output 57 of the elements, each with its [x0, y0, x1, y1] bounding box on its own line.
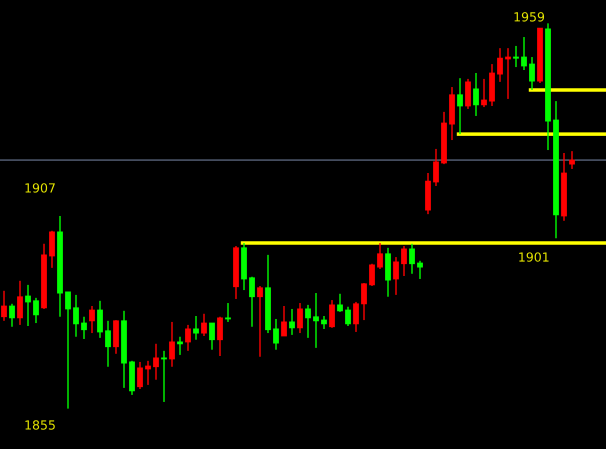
- candlestick: [297, 302, 303, 334]
- candlestick: [409, 243, 415, 274]
- candlestick: [161, 350, 167, 403]
- candlestick: [377, 242, 383, 270]
- candlestick: [289, 308, 295, 336]
- candlestick: [105, 320, 111, 368]
- candlestick: [313, 292, 319, 349]
- candlestick: [81, 316, 87, 340]
- candlestick: [185, 324, 191, 352]
- annotation: 1855: [25, 420, 55, 430]
- candlestick: [481, 78, 487, 108]
- candlestick: [9, 303, 15, 328]
- candlestick: [473, 72, 479, 117]
- candlestick: [457, 77, 463, 135]
- candlestick: [433, 148, 439, 187]
- candlestick: [17, 280, 23, 326]
- candlestick: [33, 297, 39, 324]
- candlestick: [369, 263, 375, 287]
- candlestick: [137, 361, 143, 390]
- candlestick: [209, 322, 215, 350]
- candlestick: [249, 276, 255, 328]
- annotation: 1907: [25, 183, 55, 193]
- candlestick: [305, 304, 311, 339]
- candlestick: [521, 36, 527, 71]
- candlestick: [513, 45, 519, 68]
- candlestick: [273, 318, 279, 350]
- candlestick: [73, 294, 79, 338]
- candlestick: [337, 293, 343, 313]
- candlestick: [497, 47, 503, 83]
- candlestick: [257, 285, 263, 358]
- candlestick: [345, 306, 351, 327]
- candlestick: [97, 300, 103, 339]
- candlestick: [1, 290, 7, 322]
- annotation: 1901: [519, 252, 549, 262]
- candlestick: [505, 47, 511, 100]
- candlestick: [393, 256, 399, 296]
- candlestick: [225, 302, 231, 323]
- candlestick: [177, 336, 183, 356]
- candlestick: [361, 282, 367, 321]
- candlestick: [217, 316, 223, 357]
- annotation: 1959: [514, 12, 544, 22]
- candlestick: [569, 150, 575, 170]
- candlestick: [89, 305, 95, 334]
- candlestick: [169, 321, 175, 368]
- candlestick: [25, 284, 31, 327]
- candlestick: [193, 315, 199, 340]
- candlestick: [329, 299, 335, 329]
- candlestick: [529, 56, 535, 91]
- candlestick: [353, 301, 359, 333]
- candlestick: [321, 315, 327, 330]
- candlestick: [401, 245, 407, 277]
- candlestick: [417, 260, 423, 280]
- candlestick: [65, 291, 71, 410]
- candlestick: [153, 343, 159, 380]
- candlestick: [281, 305, 287, 337]
- candlestick: [145, 360, 151, 386]
- candlestick: [201, 313, 207, 337]
